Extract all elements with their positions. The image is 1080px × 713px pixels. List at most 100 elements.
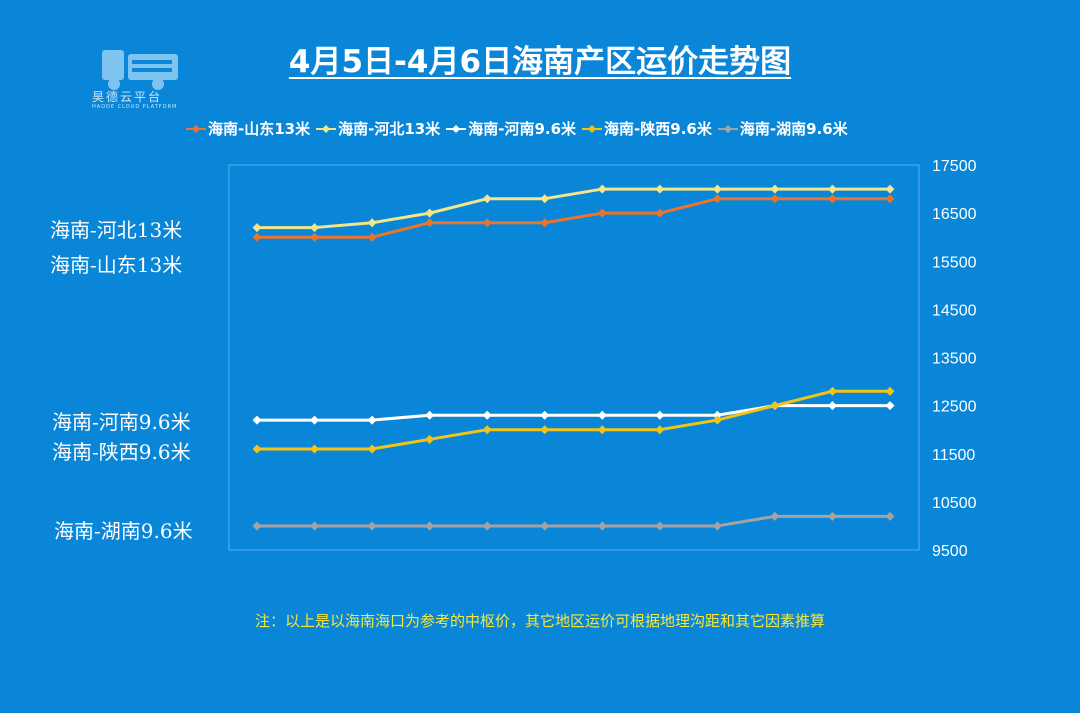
legend-item-shaanxi: 海南-陕西9.6米 <box>582 118 712 139</box>
legend-swatch-shandong <box>186 124 206 133</box>
side-label-shandong: 海南-山东13米 <box>50 253 183 277</box>
data-point-shaanxi <box>655 425 665 435</box>
series-shandong <box>252 194 895 242</box>
data-point-shaanxi <box>770 401 780 411</box>
data-point-hunan <box>540 521 550 531</box>
legend-swatch-shaanxi <box>582 124 603 133</box>
data-point-hunan <box>770 511 780 521</box>
data-point-shaanxi <box>425 434 435 444</box>
data-point-shandong <box>310 232 320 242</box>
data-point-shaanxi <box>540 425 550 435</box>
data-point-hebei <box>655 184 665 194</box>
data-point-hunan <box>597 521 607 531</box>
legend-item-shandong: 海南-山东13米 <box>186 118 310 139</box>
data-point-shaanxi <box>310 444 320 454</box>
data-point-hebei <box>712 184 722 194</box>
data-point-shaanxi <box>712 415 722 425</box>
data-point-hebei <box>540 194 550 204</box>
series-line-hunan <box>257 514 890 528</box>
chart-title: 4月5日-4月6日海南产区运价走势图 <box>0 36 1080 81</box>
data-point-shandong <box>885 194 895 204</box>
data-point-shaanxi <box>597 425 607 435</box>
series-line-henan <box>257 404 890 422</box>
data-point-shaanxi <box>252 444 262 454</box>
data-point-shandong <box>655 208 665 218</box>
data-point-shandong <box>712 194 722 204</box>
truck-logo-icon <box>102 50 178 90</box>
footnote: 注：以上是以海南海口为参考的中枢价，其它地区运价可根据地理沟距和其它因素推算 <box>254 612 825 630</box>
legend-swatch-hebei <box>316 124 337 133</box>
y-tick-label: 10500 <box>932 495 977 512</box>
legend-label-hunan: 海南-湖南9.6米 <box>739 120 848 138</box>
y-tick-label: 9500 <box>932 543 968 560</box>
legend-item-henan: 海南-河南9.6米 <box>446 118 576 139</box>
data-point-shandong <box>367 232 377 242</box>
legend-item-hunan: 海南-湖南9.6米 <box>717 118 848 139</box>
series-hebei <box>252 184 895 233</box>
legend-label-shandong: 海南-山东13米 <box>208 120 311 138</box>
data-point-shandong <box>827 194 837 204</box>
data-point-hunan <box>885 511 895 521</box>
legend-label-henan: 海南-河南9.6米 <box>468 120 577 138</box>
data-point-hebei <box>885 184 895 194</box>
data-point-shaanxi <box>885 386 895 396</box>
data-point-hunan <box>252 521 262 531</box>
legend-label-shaanxi: 海南-陕西9.6米 <box>604 120 712 138</box>
data-point-henan <box>367 415 377 425</box>
series-line-hebei <box>257 187 890 230</box>
side-label-henan: 海南-河南9.6米 <box>52 410 191 434</box>
chart-title-text: 4月5日-4月6日海南产区运价走势图 <box>288 44 792 80</box>
data-point-hunan <box>712 521 722 531</box>
y-tick-label: 17500 <box>932 158 977 175</box>
data-point-hunan <box>367 521 377 531</box>
side-label-hunan: 海南-湖南9.6米 <box>54 519 193 543</box>
data-point-hebei <box>252 223 262 233</box>
y-tick-label: 15500 <box>932 254 977 271</box>
data-point-hunan <box>827 511 837 521</box>
data-point-shandong <box>252 232 262 242</box>
data-point-henan <box>827 401 837 411</box>
y-tick-label: 16500 <box>932 206 977 223</box>
series-group <box>252 184 895 531</box>
y-tick-label: 12500 <box>932 399 977 416</box>
data-point-hebei <box>425 208 435 218</box>
series-shaanxi <box>252 386 895 454</box>
series-henan <box>252 401 895 425</box>
data-point-shaanxi <box>482 425 492 435</box>
data-point-shandong <box>425 218 435 228</box>
data-point-henan <box>425 410 435 420</box>
data-point-hunan <box>655 521 665 531</box>
y-axis-ticks: 9500 10500 11500 12500 13500 14500 15500 16500 1… <box>932 158 977 560</box>
data-point-shaanxi <box>367 444 377 454</box>
data-point-henan <box>712 410 722 420</box>
data-point-hebei <box>310 223 320 233</box>
legend: 海南-山东13米 海南-河北13米 海南-河南9.6米 海南-陕西9.6米 海南… <box>186 118 848 139</box>
legend-item-hebei: 海南-河北13米 <box>316 118 440 139</box>
data-point-hunan <box>310 521 320 531</box>
data-point-henan <box>885 401 895 411</box>
data-point-shandong <box>597 208 607 218</box>
brand-subtitle: HAODE CLOUD PLATFORM <box>92 104 178 110</box>
side-label-shaanxi: 海南-陕西9.6米 <box>52 440 191 464</box>
data-point-hebei <box>597 184 607 194</box>
series-line-shandong <box>257 197 890 239</box>
data-point-hebei <box>827 184 837 194</box>
data-point-shaanxi <box>827 386 837 396</box>
data-point-henan <box>655 410 665 420</box>
plot-area <box>228 164 920 551</box>
data-point-hunan <box>425 521 435 531</box>
data-point-shandong <box>540 218 550 228</box>
data-point-shandong <box>770 194 780 204</box>
series-line-shaanxi <box>257 389 890 451</box>
data-point-hebei <box>367 218 377 228</box>
y-tick-label: 14500 <box>932 302 977 319</box>
data-point-henan <box>252 415 262 425</box>
data-point-hebei <box>482 194 492 204</box>
data-point-henan <box>597 410 607 420</box>
y-tick-label: 11500 <box>932 447 975 464</box>
data-point-shandong <box>482 218 492 228</box>
legend-swatch-henan <box>446 124 467 133</box>
data-point-hunan <box>482 521 492 531</box>
y-tick-label: 13500 <box>932 351 977 368</box>
